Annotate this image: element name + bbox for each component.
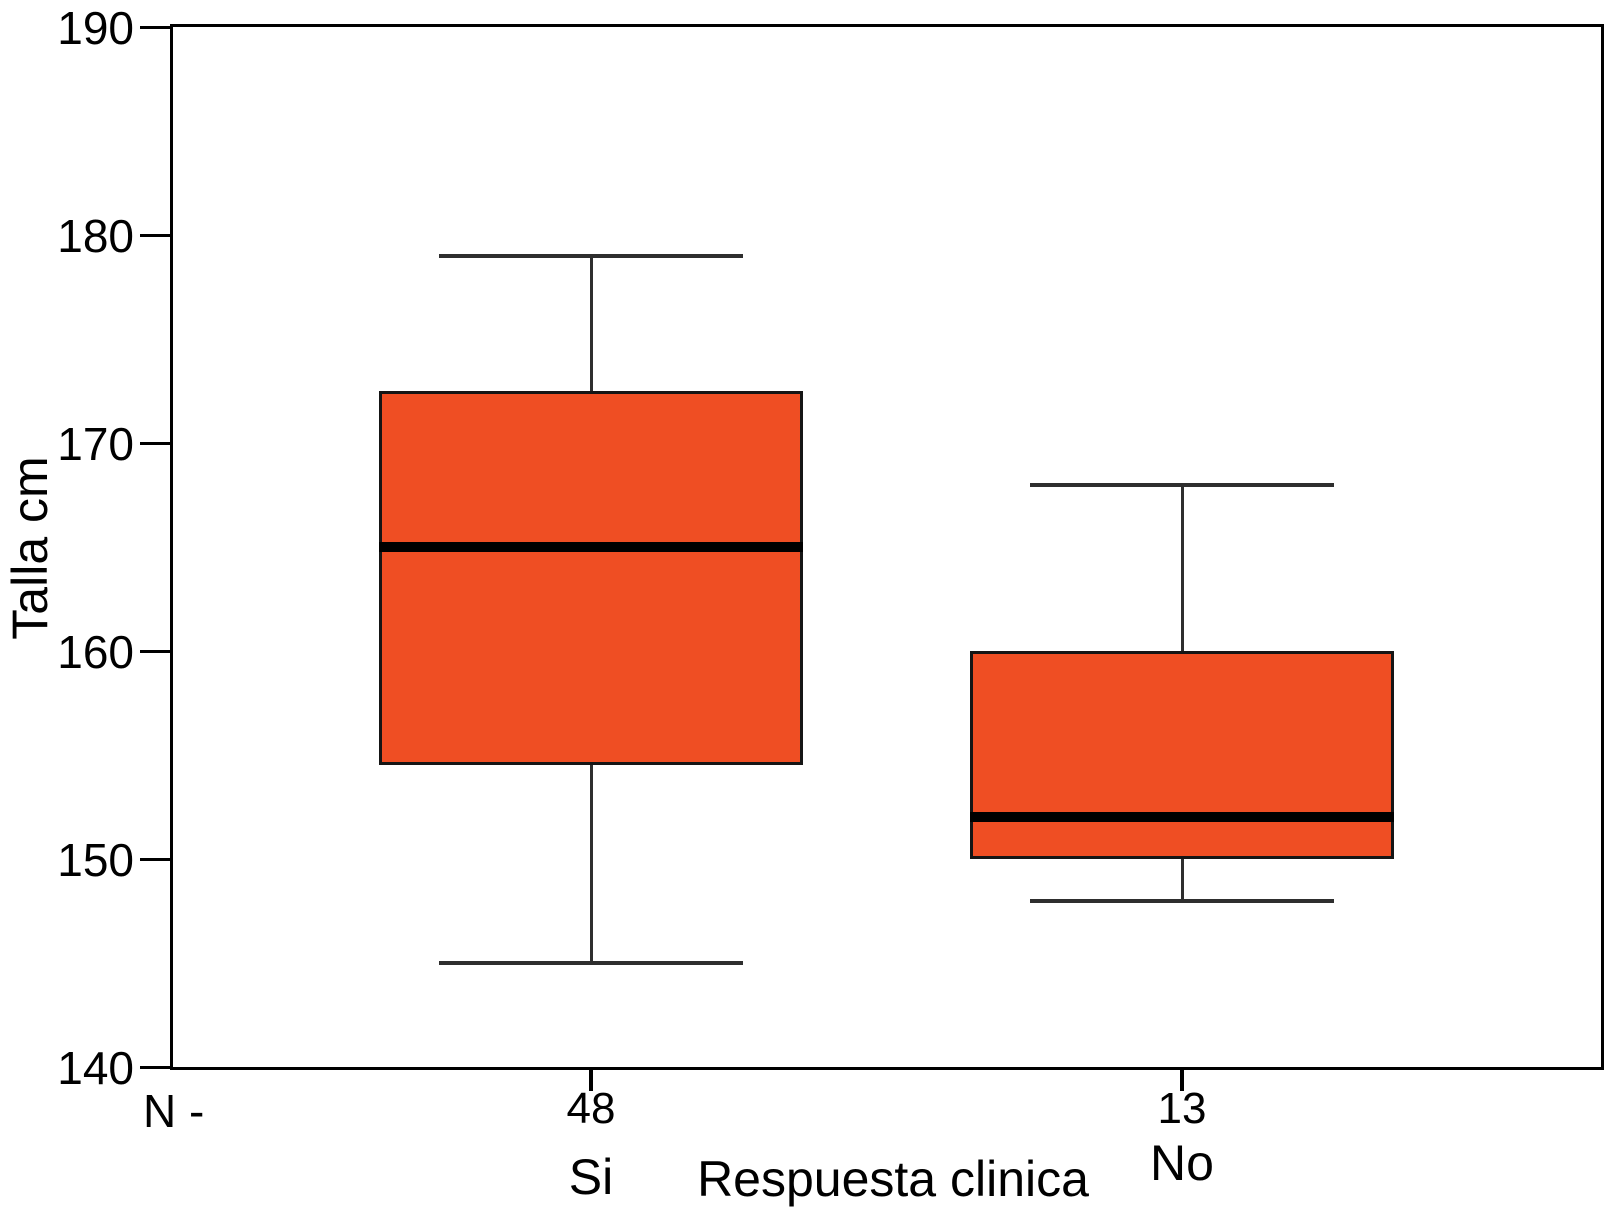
median-line	[970, 812, 1394, 823]
y-axis-title: Talla cm	[2, 456, 58, 640]
lower-whisker-cap	[1030, 898, 1334, 903]
iqr-box	[379, 391, 803, 766]
y-tick-label: 180	[57, 210, 134, 262]
x-axis-title: Respuesta clinica	[697, 1151, 1089, 1207]
y-tick-mark	[140, 649, 170, 653]
y-tick-label: 160	[57, 626, 134, 678]
group-n-label: 48	[566, 1084, 616, 1133]
group-label: No	[1150, 1135, 1214, 1191]
upper-whisker-cap	[439, 253, 743, 258]
upper-whisker-cap	[1030, 482, 1334, 487]
y-tick-label: 140	[57, 1042, 134, 1094]
iqr-box	[970, 651, 1394, 859]
group-label: Si	[568, 1149, 614, 1205]
group-n-label: 13	[1157, 1084, 1207, 1133]
n-count-prefix-label: N -	[143, 1085, 205, 1137]
y-tick-mark	[140, 857, 170, 861]
y-tick-label: 190	[57, 2, 134, 54]
y-tick-mark	[140, 233, 170, 237]
lower-whisker-line	[1180, 859, 1184, 901]
plot-area	[170, 24, 1604, 1070]
lower-whisker-line	[589, 765, 593, 963]
y-tick-mark	[140, 25, 170, 29]
upper-whisker-line	[589, 255, 593, 391]
y-tick-mark	[140, 1065, 170, 1069]
y-tick-label: 170	[57, 418, 134, 470]
median-line	[379, 542, 803, 552]
y-tick-label: 150	[57, 834, 134, 886]
y-tick-mark	[140, 441, 170, 445]
x-tick-mark	[1180, 1070, 1184, 1091]
upper-whisker-line	[1180, 484, 1184, 651]
x-tick-mark	[589, 1070, 593, 1091]
lower-whisker-cap	[439, 961, 743, 965]
